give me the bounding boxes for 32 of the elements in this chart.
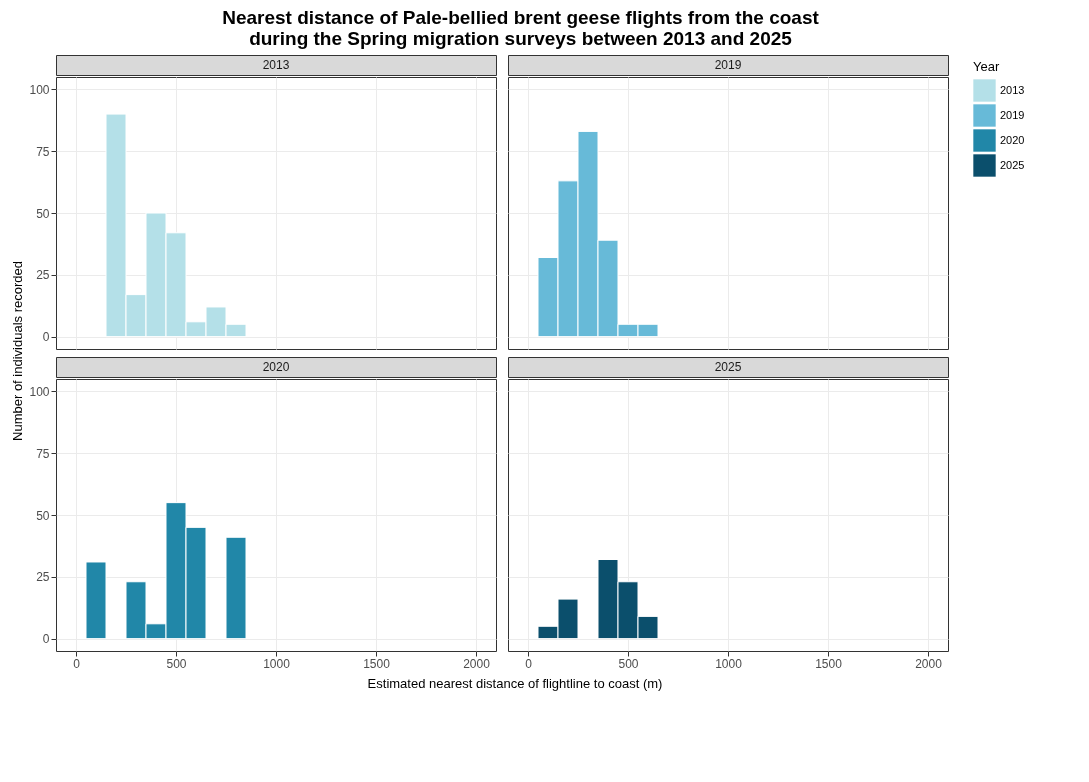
y-tick-label: 0 <box>42 632 50 647</box>
text: 2019 <box>714 58 742 72</box>
x-tick-label: 2000 <box>463 656 491 671</box>
x-tick-label: 500 <box>166 656 187 671</box>
legend-label: 2020 <box>1000 133 1025 146</box>
legend-title: Year <box>973 59 1000 74</box>
legend-label: 2019 <box>1000 108 1025 121</box>
text: 2025 <box>714 360 742 374</box>
legend-label: 2025 <box>1000 158 1025 171</box>
y-axis-title: Number of individuals recorded <box>10 261 25 441</box>
x-tick-label: 0 <box>73 656 81 671</box>
y-tick-label: 100 <box>29 82 50 97</box>
x-tick-label: 1500 <box>815 656 843 671</box>
text: 2013 <box>262 58 290 72</box>
y-tick-label: 75 <box>36 144 50 159</box>
legend-label: 2013 <box>1000 83 1025 96</box>
y-tick-label: 25 <box>36 268 50 283</box>
y-tick-label: 0 <box>42 330 50 345</box>
y-tick-label: 75 <box>36 446 50 461</box>
x-tick-label: 0 <box>525 656 533 671</box>
text: 2020 <box>262 360 290 374</box>
x-tick-label: 500 <box>618 656 639 671</box>
chart-title: Nearest distance of Pale-bellied brent geese flights from the coast during the Spring migration surveys between 2013 and 2025 <box>222 6 820 49</box>
x-tick-label: 2000 <box>915 656 943 671</box>
y-tick-label: 100 <box>29 384 50 399</box>
y-tick-label: 50 <box>36 206 50 221</box>
x-tick-label: 1500 <box>363 656 391 671</box>
x-tick-label: 1000 <box>263 656 291 671</box>
x-tick-label: 1000 <box>715 656 743 671</box>
y-tick-label: 25 <box>36 570 50 585</box>
y-tick-label: 50 <box>36 508 50 523</box>
x-axis-title: Estimated nearest distance of flightline to coast (m) <box>367 676 663 691</box>
